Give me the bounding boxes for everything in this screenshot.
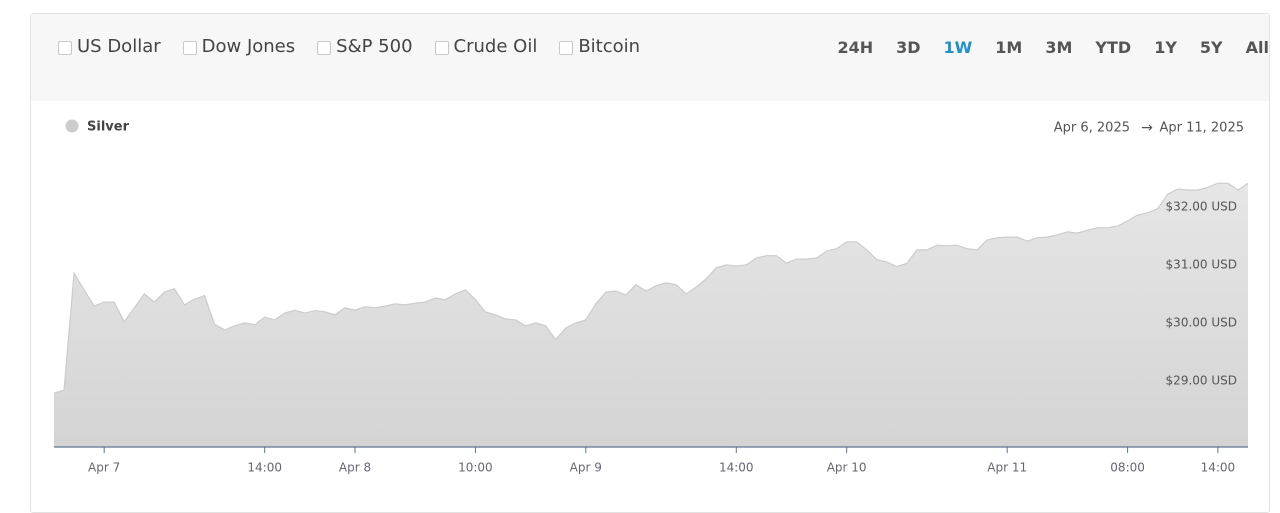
filter[interactable]: Bitcoin — [559, 36, 640, 57]
ranges: 24H 3D 1W 1M 3M YTD 1Y 5Y All — [837, 38, 1269, 57]
legend-label: Silver — [87, 120, 130, 135]
date-to: Apr 11, 2025 — [1159, 121, 1244, 136]
y-tick-label: $32.00 USD — [1166, 199, 1237, 213]
date-from: Apr 6, 2025 — [1054, 121, 1130, 136]
filter-label[interactable]: Dow Jones — [201, 36, 296, 57]
filter[interactable]: Dow Jones — [182, 36, 296, 57]
toolbar: US Dollar Dow Jones S&P 500 Crude Oil Bitcoi… — [31, 14, 1269, 101]
legend-swatch — [65, 119, 79, 133]
x-tick-label: Apr 9 — [570, 461, 602, 475]
range-button[interactable]: 5Y — [1199, 38, 1223, 57]
x-tick-label: Apr 7 — [88, 461, 120, 475]
checkbox[interactable] — [434, 41, 449, 55]
range-button[interactable]: YTD — [1095, 38, 1132, 57]
checkbox[interactable] — [559, 41, 574, 55]
range-button[interactable]: 3D — [896, 38, 921, 57]
filter-label[interactable]: US Dollar — [77, 36, 161, 57]
x-tick-label: 14:00 — [1201, 461, 1236, 475]
range-button[interactable]: 3M — [1045, 38, 1073, 57]
filter[interactable]: US Dollar — [58, 36, 161, 57]
x-tick-label: Apr 10 — [827, 461, 867, 475]
filter-label[interactable]: S&P 500 — [336, 36, 413, 57]
y-tick-label: $29.00 USD — [1166, 373, 1237, 387]
date-arrow: → — [1141, 120, 1153, 136]
x-tick-label: 10:00 — [458, 461, 493, 475]
y-tick-label: $31.00 USD — [1166, 257, 1237, 271]
x-tick-label: 14:00 — [719, 461, 754, 475]
area — [54, 183, 1248, 447]
y-tick-label: $30.00 USD — [1166, 315, 1237, 329]
x-tick-label: Apr 11 — [987, 461, 1027, 475]
x-tick-label: 14:00 — [247, 461, 282, 475]
checkbox[interactable] — [317, 41, 332, 55]
chart: Apr 6, 2025 → Apr 11, 2025 Silver $29.00 … — [53, 119, 1249, 475]
panel: US Dollar Dow Jones S&P 500 Crude Oil Bitcoi… — [30, 13, 1270, 513]
filter-label[interactable]: Bitcoin — [578, 36, 641, 57]
checkbox[interactable] — [58, 41, 72, 55]
range-button[interactable]: All — [1245, 38, 1269, 57]
range-button[interactable]: 1Y — [1154, 38, 1177, 57]
area-line — [53, 182, 1249, 394]
checkbox[interactable] — [182, 41, 197, 55]
x-tick-label: 08:00 — [1110, 461, 1145, 475]
range-button[interactable]: 1W — [943, 38, 973, 57]
x-tick-label: Apr 8 — [339, 461, 371, 475]
filter[interactable]: Crude Oil — [434, 36, 538, 57]
range-button[interactable]: 1M — [995, 38, 1023, 57]
range-button[interactable]: 24H — [837, 38, 874, 57]
filters: US Dollar Dow Jones S&P 500 Crude Oil Bitcoi… — [58, 36, 640, 57]
page: US Dollar Dow Jones S&P 500 Crude Oil Bitcoi… — [30, 13, 1270, 513]
filter-label[interactable]: Crude Oil — [453, 36, 538, 57]
filter[interactable]: S&P 500 — [317, 36, 413, 57]
